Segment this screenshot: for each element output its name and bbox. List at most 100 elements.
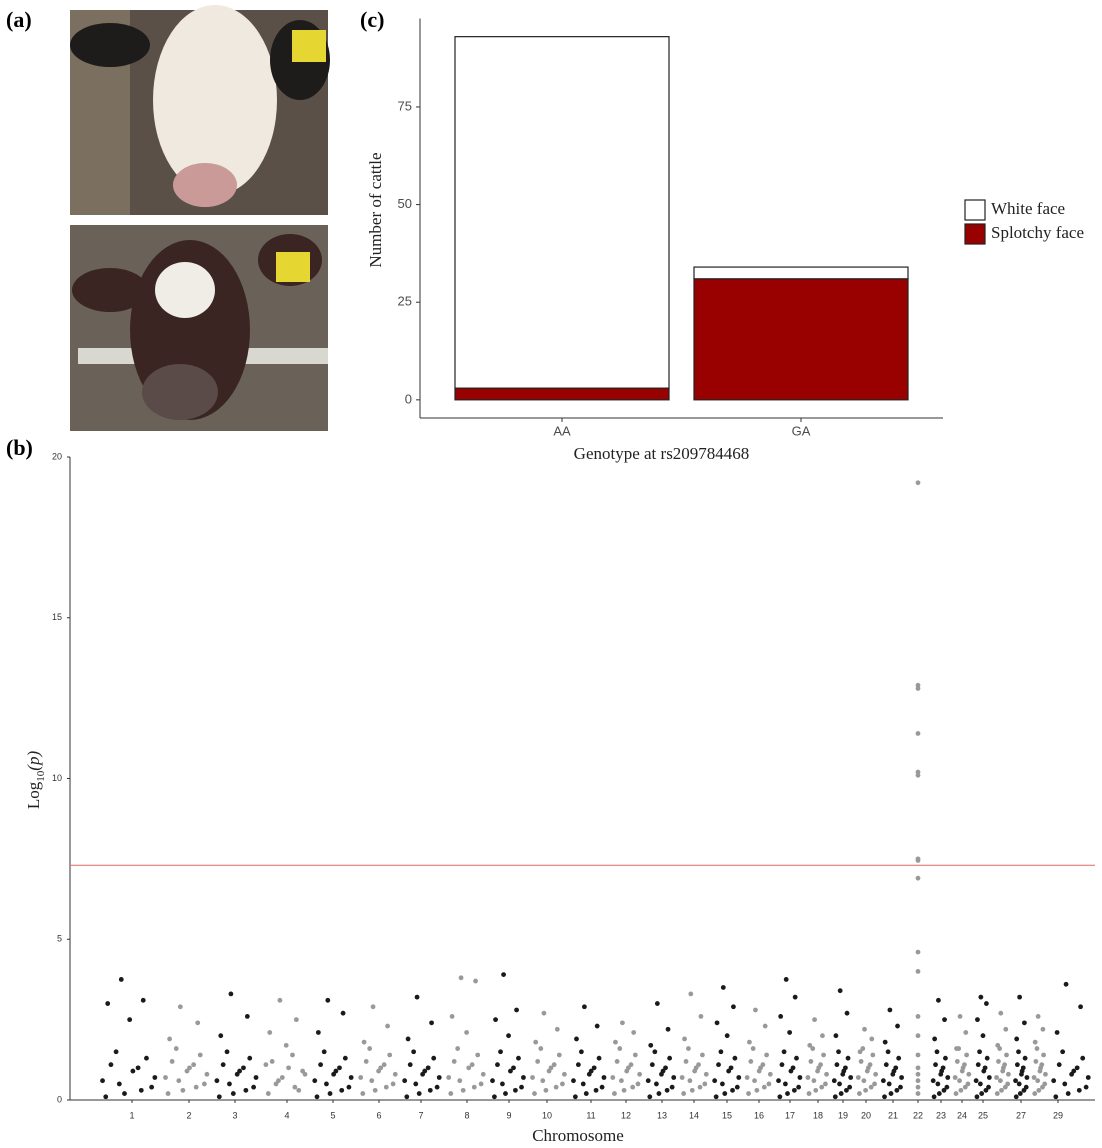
snp-point xyxy=(521,1075,526,1080)
snp-point xyxy=(888,1008,893,1013)
snp-point xyxy=(450,1014,455,1019)
snp-point xyxy=(862,1027,867,1032)
snp-point xyxy=(1002,1062,1007,1067)
y-tick-label: 50 xyxy=(398,196,412,211)
snp-point xyxy=(650,1062,655,1067)
snp-point xyxy=(859,1059,864,1064)
snp-point xyxy=(540,1078,545,1083)
snp-point xyxy=(571,1078,576,1083)
snp-point xyxy=(714,1094,719,1099)
snp-point xyxy=(503,1091,508,1096)
snp-point xyxy=(290,1053,295,1058)
x-tick-label: 9 xyxy=(506,1110,511,1120)
snp-point xyxy=(845,1011,850,1016)
snp-point xyxy=(760,1062,765,1067)
snp-point xyxy=(584,1091,589,1096)
snp-point xyxy=(748,1059,753,1064)
snp-point xyxy=(328,1091,333,1096)
snp-point xyxy=(916,731,921,736)
snp-point xyxy=(954,1046,959,1051)
snp-point xyxy=(785,1091,790,1096)
snp-point xyxy=(916,1085,921,1090)
legend-swatch xyxy=(965,200,985,220)
snp-point xyxy=(495,1062,500,1067)
snp-point xyxy=(573,1094,578,1099)
snp-point xyxy=(983,1065,988,1070)
snp-point xyxy=(1032,1091,1037,1096)
snp-point xyxy=(977,1049,982,1054)
snp-point xyxy=(552,1062,557,1067)
snp-point xyxy=(958,1014,963,1019)
snp-point xyxy=(231,1091,236,1096)
snp-point xyxy=(1033,1040,1038,1045)
snp-point xyxy=(312,1078,317,1083)
snp-point xyxy=(560,1082,565,1087)
snp-point xyxy=(747,1040,752,1045)
snp-point xyxy=(882,1094,887,1099)
y-tick-label: 5 xyxy=(57,934,62,944)
snp-point xyxy=(791,1065,796,1070)
snp-point xyxy=(360,1091,365,1096)
snp-point xyxy=(1069,1072,1074,1077)
x-tick-label: 16 xyxy=(754,1110,764,1120)
panel-label: (b) xyxy=(6,435,33,460)
snp-point xyxy=(170,1059,175,1064)
snp-point xyxy=(349,1075,354,1080)
snp-point xyxy=(1077,1088,1082,1093)
snp-point xyxy=(500,1082,505,1087)
snp-point xyxy=(957,1078,962,1083)
snp-point xyxy=(404,1094,409,1099)
snp-point xyxy=(890,1072,895,1077)
snp-point xyxy=(725,1033,730,1038)
snp-point xyxy=(680,1075,685,1080)
snp-point xyxy=(682,1037,687,1042)
snp-point xyxy=(872,1082,877,1087)
snp-point xyxy=(144,1056,149,1061)
snp-point xyxy=(547,1069,552,1074)
snp-point xyxy=(941,1065,946,1070)
x-tick-label: 27 xyxy=(1016,1110,1026,1120)
snp-point xyxy=(974,1078,979,1083)
snp-point xyxy=(966,1072,971,1077)
x-tick-label: 23 xyxy=(936,1110,946,1120)
snp-point xyxy=(699,1014,704,1019)
snp-point xyxy=(987,1075,992,1080)
snp-point xyxy=(976,1062,981,1067)
snp-point xyxy=(227,1082,232,1087)
snp-point xyxy=(516,1056,521,1061)
snp-point xyxy=(721,985,726,990)
snp-point xyxy=(782,1049,787,1054)
snp-point xyxy=(429,1020,434,1025)
snp-point xyxy=(1035,1078,1040,1083)
snp-point xyxy=(402,1078,407,1083)
snp-point xyxy=(574,1037,579,1042)
x-tick-label: GA xyxy=(792,423,811,438)
snp-point xyxy=(753,1008,758,1013)
snp-point xyxy=(371,1004,376,1009)
x-tick-label: 6 xyxy=(376,1110,381,1120)
snp-point xyxy=(519,1085,524,1090)
snp-point xyxy=(837,1082,842,1087)
y-axis-label: Number of cattle xyxy=(366,152,385,267)
x-tick-label: 25 xyxy=(978,1110,988,1120)
snp-point xyxy=(229,992,234,997)
snp-point xyxy=(592,1065,597,1070)
snp-point xyxy=(284,1043,289,1048)
snp-point xyxy=(428,1088,433,1093)
snp-point xyxy=(538,1046,543,1051)
snp-point xyxy=(630,1085,635,1090)
snp-point xyxy=(916,876,921,881)
snp-point xyxy=(225,1049,230,1054)
y-tick-label: 0 xyxy=(405,391,412,406)
snp-point xyxy=(648,1043,653,1048)
snp-point xyxy=(191,1062,196,1067)
snp-point xyxy=(1019,1072,1024,1077)
snp-point xyxy=(916,683,921,688)
snp-point xyxy=(369,1078,374,1083)
snp-point xyxy=(579,1049,584,1054)
snp-point xyxy=(899,1075,904,1080)
snp-point xyxy=(898,1085,903,1090)
snp-point xyxy=(1013,1078,1018,1083)
snp-point xyxy=(318,1062,323,1067)
snp-point xyxy=(1060,1049,1065,1054)
